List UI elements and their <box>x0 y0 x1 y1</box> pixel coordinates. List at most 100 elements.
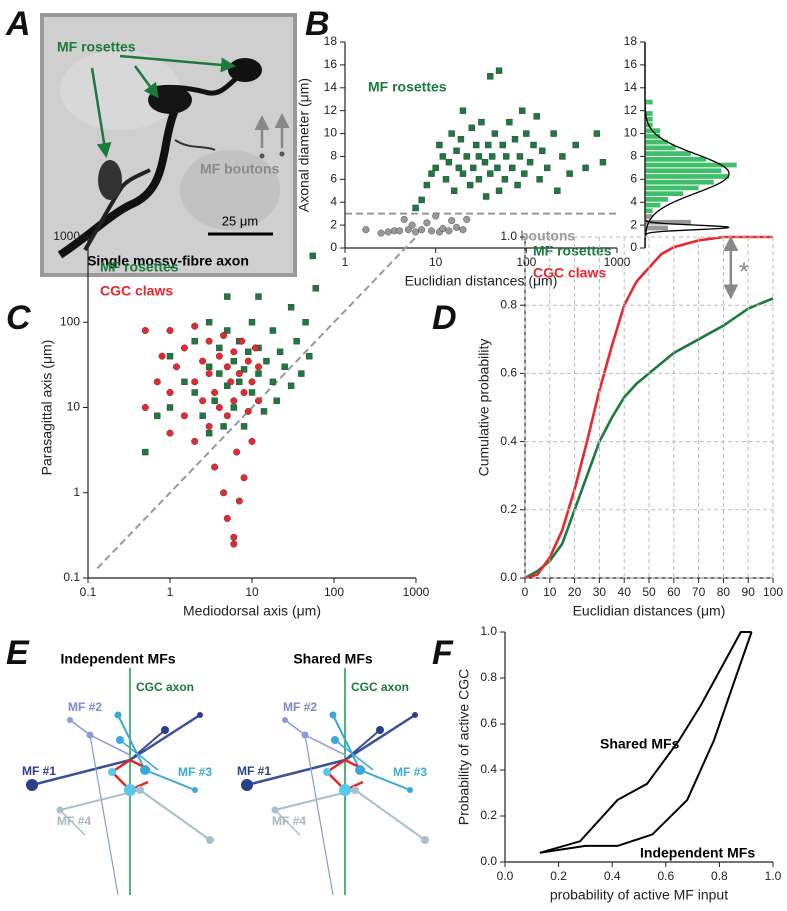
node <box>339 784 351 796</box>
fibre <box>334 739 374 771</box>
point <box>428 170 435 177</box>
point <box>516 153 524 160</box>
histogram-bar <box>645 168 722 174</box>
series-label: CGC claws <box>100 283 173 299</box>
fibre <box>344 729 381 761</box>
point <box>158 352 166 360</box>
x-tick-label: 0.4 <box>604 869 621 883</box>
panel-label: C <box>6 299 31 337</box>
diagram-label: MF #1 <box>22 764 56 778</box>
node <box>192 787 198 793</box>
y-tick-label: 0.6 <box>480 716 497 730</box>
y-tick-label: 8 <box>630 149 637 163</box>
point <box>227 378 235 386</box>
node <box>282 717 288 723</box>
point <box>244 407 252 415</box>
y-tick-label: 0.8 <box>500 297 517 311</box>
point <box>400 215 408 223</box>
node <box>56 806 64 814</box>
point <box>453 223 461 231</box>
point <box>459 226 467 234</box>
diagram-label: MF #3 <box>393 765 427 779</box>
point <box>450 187 458 194</box>
y-tick-label: 10 <box>67 400 81 414</box>
diagram-title: Shared MFs <box>293 651 373 667</box>
x-tick-label: 1000 <box>403 585 430 599</box>
diagram-label: CGC axon <box>351 680 409 694</box>
point <box>255 293 262 300</box>
node <box>351 786 359 794</box>
point <box>153 378 161 386</box>
x-tick-label: 100 <box>763 585 783 599</box>
point <box>220 489 228 497</box>
point <box>220 423 227 430</box>
y-axis-title: Axonal diameter (μm) <box>296 78 312 212</box>
diagram-title: Independent MFs <box>60 651 175 667</box>
point <box>205 422 213 430</box>
point <box>599 158 607 166</box>
y-tick-label: 0.0 <box>480 854 497 868</box>
point <box>248 389 256 396</box>
point <box>254 397 262 405</box>
micrograph: MF rosettes MF boutons 25 μm Single moss… <box>40 13 297 277</box>
image-label: MF boutons <box>200 161 280 177</box>
point <box>223 412 231 420</box>
x-tick-label: 70 <box>692 585 706 599</box>
point <box>518 107 526 114</box>
point <box>442 176 450 183</box>
point <box>501 176 509 183</box>
point <box>468 124 475 132</box>
point <box>224 327 231 334</box>
point <box>487 170 494 177</box>
point <box>180 412 188 420</box>
point <box>181 378 188 386</box>
node <box>67 717 73 723</box>
fibre <box>89 734 119 896</box>
point <box>488 153 496 160</box>
point <box>216 370 223 377</box>
x-axis-title: Euclidian distances (μm) <box>405 273 558 289</box>
point <box>240 366 248 373</box>
point <box>191 337 198 345</box>
point <box>478 118 485 126</box>
point <box>533 113 540 120</box>
histogram-bar <box>645 99 653 105</box>
histogram-bar <box>645 162 737 168</box>
diagram-label: MF #3 <box>178 765 212 779</box>
point <box>445 227 453 235</box>
fibre <box>284 719 306 736</box>
point <box>459 107 467 114</box>
x-tick-label: 0.0 <box>497 869 514 883</box>
fibre <box>129 729 166 761</box>
point <box>485 141 492 149</box>
point <box>240 388 248 396</box>
point <box>428 227 436 235</box>
point <box>230 357 238 365</box>
y-tick-label: 1 <box>73 485 80 499</box>
point <box>141 327 149 335</box>
x-tick-label: 1 <box>167 585 174 599</box>
series-label: CGC claws <box>533 265 606 281</box>
node <box>140 765 150 775</box>
point <box>521 170 528 177</box>
fibre <box>129 713 201 762</box>
node <box>108 768 116 776</box>
histogram-bar <box>645 151 691 156</box>
point <box>312 285 320 292</box>
y-tick-label: 2 <box>330 217 337 231</box>
point <box>459 170 467 177</box>
point <box>215 404 223 412</box>
point <box>559 153 566 160</box>
point <box>230 397 238 405</box>
point <box>260 408 268 415</box>
node <box>407 787 413 793</box>
x-tick-label: 80 <box>717 585 731 599</box>
y-tick-label: 0.8 <box>480 670 497 684</box>
histogram-bar <box>645 208 653 214</box>
point <box>448 130 455 137</box>
point <box>550 130 557 137</box>
x-tick-label: 0.1 <box>80 585 97 599</box>
point <box>470 164 477 172</box>
point <box>530 141 537 149</box>
point <box>236 378 243 386</box>
